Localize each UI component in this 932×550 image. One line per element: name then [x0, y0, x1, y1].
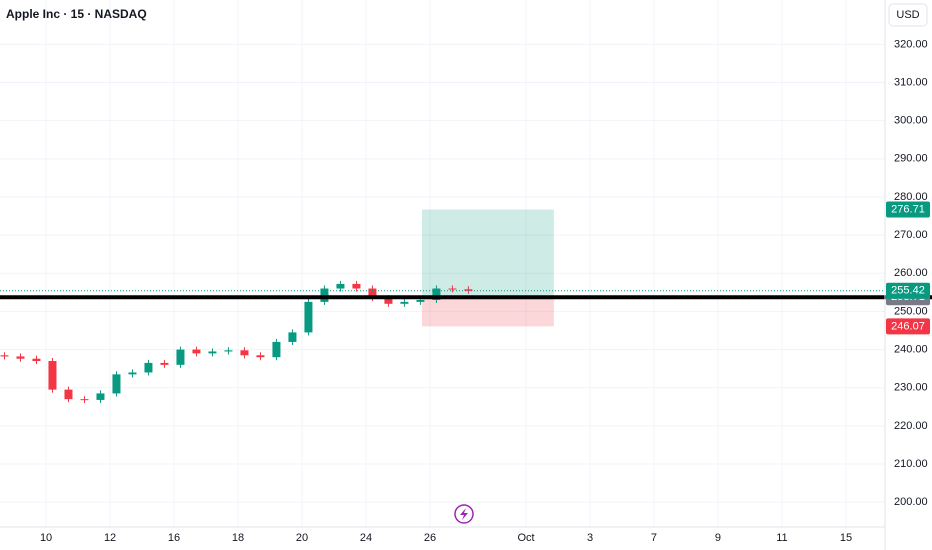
candle-body	[96, 393, 105, 400]
candle-body	[224, 350, 233, 352]
grid	[0, 0, 885, 527]
candle-body	[112, 374, 121, 394]
candle-body	[256, 355, 265, 358]
candle-body	[80, 399, 89, 401]
stop-price-label-bg	[886, 318, 930, 335]
candle-body	[240, 350, 249, 356]
candle-body	[320, 288, 329, 302]
candle-body	[64, 389, 73, 400]
candle-body	[336, 283, 345, 289]
stop-price-label: 246.07	[891, 320, 925, 332]
candle-body	[432, 288, 441, 300]
candle-body	[48, 361, 57, 390]
x-tick-label: 18	[232, 532, 244, 544]
candle-body	[144, 362, 153, 373]
target-price-label: 276.71	[891, 203, 925, 215]
candle-body	[208, 351, 217, 354]
y-tick-label: 230.00	[894, 382, 928, 394]
y-tick-label: 320.00	[894, 38, 928, 50]
last-price-label: 255.42	[891, 285, 925, 297]
candle-body	[0, 355, 9, 357]
x-tick-label: 3	[587, 532, 593, 544]
plot	[0, 209, 932, 403]
candle-body	[272, 341, 281, 358]
last-price-label-bg	[886, 282, 930, 299]
y-tick-label: 310.00	[894, 76, 928, 88]
x-tick-label: 15	[840, 532, 852, 544]
x-tick-label: 12	[104, 532, 116, 544]
x-tick-label: 20	[296, 532, 308, 544]
y-tick-label: 210.00	[894, 458, 928, 470]
replay-icon[interactable]	[454, 504, 474, 524]
y-tick-label: 220.00	[894, 420, 928, 432]
candle-body	[160, 362, 169, 365]
y-tick-label: 200.00	[894, 496, 928, 508]
y-tick-label: 260.00	[894, 267, 928, 279]
target-price-label-bg	[886, 201, 930, 218]
x-tick-label: 7	[651, 532, 657, 544]
candle-body	[464, 289, 473, 291]
x-tick-label: 9	[715, 532, 721, 544]
candle-body	[416, 299, 425, 302]
currency-label: USD	[896, 9, 919, 21]
candle-body	[368, 288, 377, 299]
x-tick-label: 24	[360, 532, 372, 544]
candle-body	[304, 301, 313, 333]
candle-body	[400, 301, 409, 304]
loss-zone	[422, 297, 554, 327]
candle-body	[32, 358, 41, 362]
candle-body	[176, 349, 185, 365]
x-tick-label: Oct	[517, 532, 534, 544]
y-tick-label: 250.00	[894, 305, 928, 317]
x-tick-label: 10	[40, 532, 52, 544]
currency-button[interactable]	[888, 3, 928, 27]
y-tick-label: 270.00	[894, 229, 928, 241]
candle-body	[352, 283, 361, 289]
y-tick-label: 240.00	[894, 343, 928, 355]
y-tick-label: 280.00	[894, 191, 928, 203]
profit-zone	[422, 209, 554, 298]
chart-title: Apple Inc · 15 · NASDAQ	[6, 7, 147, 21]
candle-body	[192, 349, 201, 354]
x-tick-label: 26	[424, 532, 436, 544]
candle-body	[288, 332, 297, 342]
x-tick-label: 16	[168, 532, 180, 544]
y-tick-label: 300.00	[894, 115, 928, 127]
y-tick-label: 290.00	[894, 153, 928, 165]
candle-body	[448, 288, 457, 290]
candle-body	[384, 298, 393, 304]
candle-body	[16, 356, 25, 359]
x-tick-label: 11	[776, 532, 787, 544]
candle-body	[128, 372, 137, 375]
